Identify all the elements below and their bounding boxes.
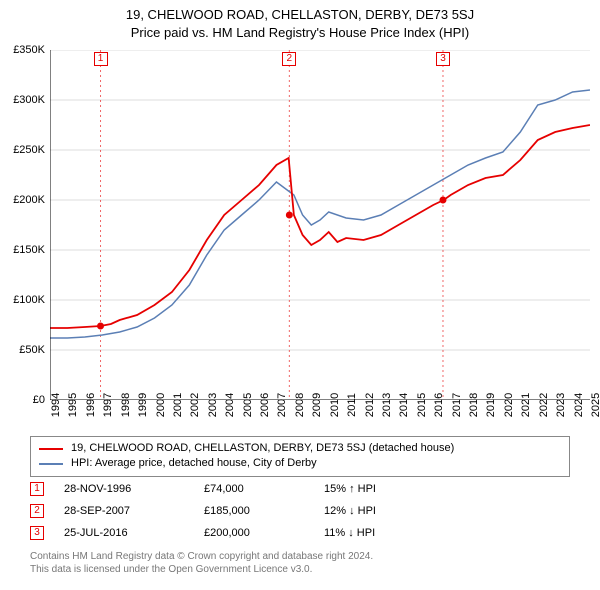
x-tick-label: 2018 xyxy=(468,393,480,417)
x-tick-label: 1999 xyxy=(137,393,149,417)
x-tick-label: 2024 xyxy=(573,393,585,417)
x-tick-label: 2017 xyxy=(451,393,463,417)
x-tick-label: 2013 xyxy=(381,393,393,417)
y-tick-label: £200K xyxy=(13,194,45,206)
x-tick-label: 2010 xyxy=(329,393,341,417)
y-tick-label: £100K xyxy=(13,294,45,306)
transaction-diff: 11% ↓ HPI xyxy=(324,527,570,539)
transaction-price: £74,000 xyxy=(204,483,324,495)
x-tick-label: 2019 xyxy=(485,393,497,417)
y-tick-label: £0 xyxy=(33,394,45,406)
title-address: 19, CHELWOOD ROAD, CHELLASTON, DERBY, DE… xyxy=(0,6,600,24)
chart-marker-1: 1 xyxy=(94,52,108,66)
x-tick-label: 2008 xyxy=(294,393,306,417)
x-tick-label: 2022 xyxy=(538,393,550,417)
transaction-row: 2 28-SEP-2007£185,00012% ↓ HPI xyxy=(30,500,570,522)
x-tick-label: 1995 xyxy=(67,393,79,417)
x-tick-label: 1998 xyxy=(120,393,132,417)
x-tick-label: 2015 xyxy=(416,393,428,417)
x-tick-label: 2009 xyxy=(311,393,323,417)
legend-row: HPI: Average price, detached house, City… xyxy=(39,456,561,471)
transaction-marker: 3 xyxy=(30,526,44,540)
x-tick-label: 1994 xyxy=(50,393,62,417)
x-tick-label: 2012 xyxy=(364,393,376,417)
transaction-diff: 15% ↑ HPI xyxy=(324,483,570,495)
y-tick-label: £50K xyxy=(19,344,45,356)
x-tick-label: 1997 xyxy=(102,393,114,417)
x-tick-label: 2005 xyxy=(242,393,254,417)
chart-svg xyxy=(50,50,590,400)
transaction-date: 28-NOV-1996 xyxy=(64,483,204,495)
chart-marker-2: 2 xyxy=(282,52,296,66)
title-subtitle: Price paid vs. HM Land Registry's House … xyxy=(0,24,600,42)
transaction-date: 28-SEP-2007 xyxy=(64,505,204,517)
transaction-row: 1 28-NOV-1996£74,00015% ↑ HPI xyxy=(30,478,570,500)
x-tick-label: 2016 xyxy=(433,393,445,417)
y-tick-label: £350K xyxy=(13,44,45,56)
transaction-diff: 12% ↓ HPI xyxy=(324,505,570,517)
x-tick-label: 2001 xyxy=(172,393,184,417)
transaction-price: £200,000 xyxy=(204,527,324,539)
y-tick-label: £250K xyxy=(13,144,45,156)
y-tick-label: £300K xyxy=(13,94,45,106)
x-tick-label: 1996 xyxy=(85,393,97,417)
x-tick-label: 2006 xyxy=(259,393,271,417)
transaction-row: 3 25-JUL-2016£200,00011% ↓ HPI xyxy=(30,522,570,544)
legend-swatch xyxy=(39,463,63,465)
x-tick-label: 2000 xyxy=(155,393,167,417)
transaction-date: 25-JUL-2016 xyxy=(64,527,204,539)
chart-container: 19, CHELWOOD ROAD, CHELLASTON, DERBY, DE… xyxy=(0,0,600,590)
transaction-marker: 1 xyxy=(30,482,44,496)
x-tick-label: 2004 xyxy=(224,393,236,417)
x-tick-label: 2007 xyxy=(276,393,288,417)
chart-marker-3: 3 xyxy=(436,52,450,66)
chart-area: £0£50K£100K£150K£200K£250K£300K£350K 199… xyxy=(50,50,590,400)
footer-line1: Contains HM Land Registry data © Crown c… xyxy=(30,550,570,563)
legend-label: 19, CHELWOOD ROAD, CHELLASTON, DERBY, DE… xyxy=(71,441,454,456)
x-tick-label: 2003 xyxy=(207,393,219,417)
legend-label: HPI: Average price, detached house, City… xyxy=(71,456,317,471)
x-tick-label: 2025 xyxy=(590,393,600,417)
x-tick-label: 2014 xyxy=(398,393,410,417)
x-tick-label: 2020 xyxy=(503,393,515,417)
transactions-table: 1 28-NOV-1996£74,00015% ↑ HPI 2 28-SEP-2007… xyxy=(30,478,570,544)
x-tick-label: 2011 xyxy=(346,393,358,417)
transaction-price: £185,000 xyxy=(204,505,324,517)
footer-line2: This data is licensed under the Open Gov… xyxy=(30,563,570,576)
footer: Contains HM Land Registry data © Crown c… xyxy=(30,550,570,576)
transaction-marker: 2 xyxy=(30,504,44,518)
legend-row: 19, CHELWOOD ROAD, CHELLASTON, DERBY, DE… xyxy=(39,441,561,456)
legend-swatch xyxy=(39,448,63,450)
legend-box: 19, CHELWOOD ROAD, CHELLASTON, DERBY, DE… xyxy=(30,436,570,477)
x-tick-label: 2002 xyxy=(189,393,201,417)
x-tick-label: 2021 xyxy=(520,393,532,417)
x-tick-label: 2023 xyxy=(555,393,567,417)
title-block: 19, CHELWOOD ROAD, CHELLASTON, DERBY, DE… xyxy=(0,0,600,42)
y-tick-label: £150K xyxy=(13,244,45,256)
